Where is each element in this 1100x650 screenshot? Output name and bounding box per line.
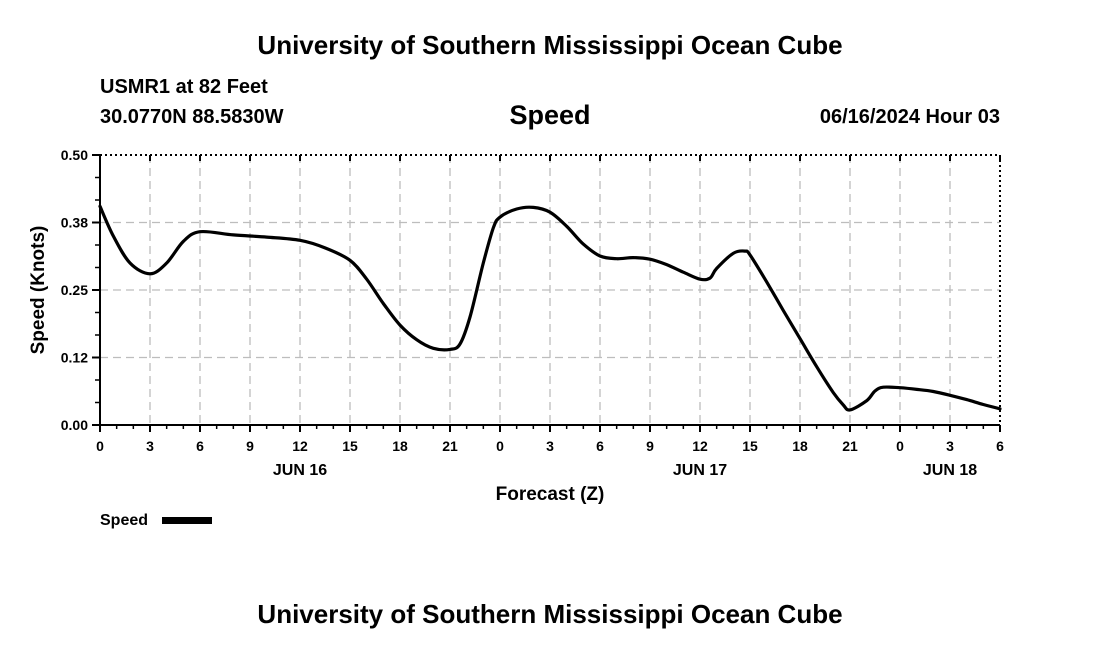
x-tick-label: 3 (946, 438, 954, 454)
x-tick-label: 12 (692, 438, 708, 454)
forecast-timestamp: 06/16/2024 Hour 03 (819, 106, 1000, 128)
series-line-speed (98, 204, 1002, 412)
x-tick-label: 15 (342, 438, 358, 454)
x-date-label: JUN 17 (673, 462, 727, 479)
x-date-label: JUN 18 (923, 462, 977, 479)
x-tick-label: 6 (196, 438, 204, 454)
x-tick-label: 21 (842, 438, 858, 454)
x-tick-label: 6 (596, 438, 604, 454)
x-tick-label: 18 (792, 438, 808, 454)
x-tick-label: 9 (246, 438, 254, 454)
chart-title: Speed (509, 100, 591, 130)
x-tick-label: 15 (742, 438, 758, 454)
x-tick-label: 0 (896, 438, 904, 454)
x-tick-label: 12 (292, 438, 308, 454)
y-axis-label: Speed (Knots) (28, 226, 49, 355)
chart-grid (100, 155, 1000, 425)
x-tick-label: 6 (996, 438, 1004, 454)
series-layer (98, 204, 1002, 412)
x-tick-label: 3 (146, 438, 154, 454)
y-tick-label: 0.25 (61, 282, 88, 298)
x-axis-label: Forecast (Z) (496, 484, 605, 505)
x-tick-label: 21 (442, 438, 458, 454)
x-tick-label: 0 (496, 438, 504, 454)
x-tick-label: 18 (392, 438, 408, 454)
x-tick-label: 9 (646, 438, 654, 454)
tick-layer: 0 3 6 9 12 15 18 21 0 3 6 9 12 15 18 21 0 3 6 JUN 16 JUN 17 J… (61, 147, 1004, 479)
y-tick-label: 0.00 (61, 417, 88, 433)
y-tick-label: 0.12 (61, 350, 88, 366)
page-title-bottom: University of Southern Mississippi Ocean… (257, 599, 843, 629)
station-coordinates: 30.0770N 88.5830W (100, 106, 284, 128)
x-date-label: JUN 16 (273, 462, 327, 479)
page-title-top: University of Southern Mississippi Ocean… (257, 30, 843, 60)
legend-swatch (162, 517, 212, 524)
station-label: USMR1 at 82 Feet (100, 76, 268, 98)
x-tick-label: 0 (96, 438, 104, 454)
x-tick-label: 3 (546, 438, 554, 454)
y-tick-label: 0.50 (61, 147, 88, 163)
y-tick-label: 0.38 (61, 215, 88, 231)
legend-label: Speed (100, 512, 148, 529)
